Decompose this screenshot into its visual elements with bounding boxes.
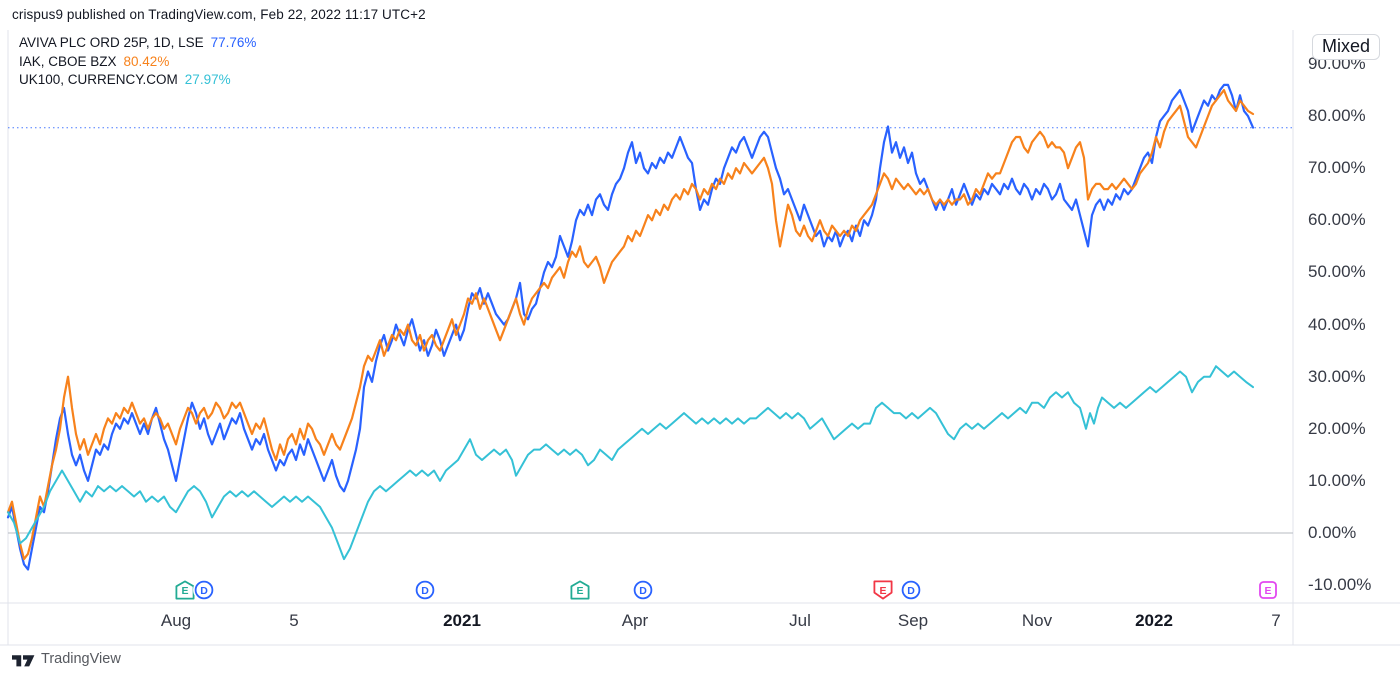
svg-text:E: E (1264, 585, 1271, 597)
event-marker-d-4[interactable]: D (632, 579, 654, 601)
y-tick-4: 50.00% (1308, 262, 1366, 282)
chart-legend: AVIVA PLC ORD 25P, 1D, LSE 77.76% IAK, CB… (19, 34, 256, 90)
tradingview-logo-text: TradingView (41, 651, 121, 667)
svg-text:D: D (907, 585, 915, 597)
legend-value-uk100: 27.97% (184, 72, 231, 87)
series-line-2[interactable] (7, 365, 1254, 561)
x-tick-5: Sep (897, 611, 929, 630)
y-tick-1: 80.00% (1308, 106, 1366, 126)
x-tick-4: Jul (789, 611, 811, 630)
event-marker-e-0[interactable]: E (173, 578, 197, 602)
y-tick-2: 70.00% (1308, 158, 1366, 178)
legend-symbol-aviva: AVIVA PLC ORD 25P, 1D, LSE (19, 35, 204, 50)
published-byline: crispus9 published on TradingView.com, F… (12, 7, 426, 22)
legend-value-iak: 80.42% (123, 53, 170, 69)
legend-row-iak: IAK, CBOE BZX 80.42% (19, 53, 256, 72)
y-tick-3: 60.00% (1308, 210, 1366, 230)
legend-symbol-iak: IAK, CBOE BZX (19, 53, 117, 69)
x-tick-2: 2021 (443, 611, 481, 630)
svg-text:D: D (421, 585, 429, 597)
svg-text:D: D (200, 585, 208, 597)
svg-text:D: D (639, 585, 647, 597)
x-tick-8: 7 (1271, 611, 1281, 630)
x-tick-1: 5 (289, 611, 299, 630)
svg-text:E: E (879, 585, 886, 597)
event-marker-e-5[interactable]: E (871, 578, 895, 602)
series-line-0[interactable] (6, 83, 1255, 571)
y-tick-8: 10.00% (1308, 470, 1366, 490)
event-marker-d-6[interactable]: D (900, 579, 922, 601)
x-tick-6: Nov (1021, 611, 1053, 630)
svg-text:E: E (576, 585, 583, 597)
y-tick-10: -10.00% (1308, 575, 1372, 595)
event-marker-e-7[interactable]: E (1257, 579, 1279, 601)
x-tick-7: 2022 (1135, 611, 1173, 630)
legend-row-aviva: AVIVA PLC ORD 25P, 1D, LSE 77.76% (19, 34, 256, 53)
legend-row-uk100: UK100, CURRENCY.COM 27.97% (19, 71, 256, 90)
x-tick-0: Aug (160, 611, 192, 630)
tradingview-logo[interactable]: TradingView (12, 651, 121, 667)
y-tick-7: 20.00% (1308, 418, 1366, 438)
event-marker-e-3[interactable]: E (568, 578, 592, 602)
series-line-1[interactable] (6, 88, 1255, 561)
event-marker-d-2[interactable]: D (414, 579, 436, 601)
legend-value-aviva: 77.76% (210, 35, 257, 50)
svg-text:E: E (181, 585, 188, 597)
market-status-badge[interactable]: Mixed (1312, 34, 1381, 60)
event-marker-d-1[interactable]: D (193, 579, 215, 601)
y-tick-9: 0.00% (1308, 523, 1357, 542)
legend-symbol-uk100: UK100, CURRENCY.COM (19, 72, 178, 87)
tradingview-logo-icon (12, 654, 35, 666)
y-tick-6: 30.00% (1308, 366, 1366, 386)
x-tick-3: Apr (621, 611, 649, 630)
y-tick-5: 40.00% (1308, 314, 1366, 334)
